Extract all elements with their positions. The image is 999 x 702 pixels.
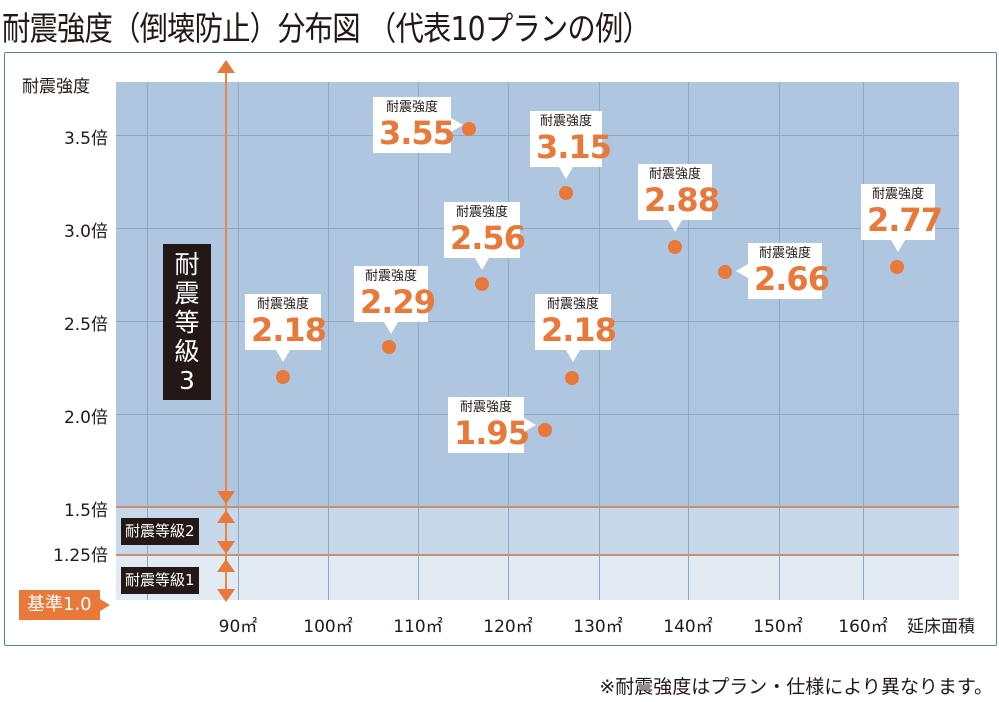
chart-title: 耐震強度（倒壊防止）分布図 （代表10プランの例）: [2, 9, 651, 48]
chart-frame: [4, 52, 997, 646]
x-tick-label: 160㎡: [838, 617, 888, 637]
grade-indicator-axis: [225, 70, 227, 600]
grade3-label: 耐 震 等 級 3: [163, 244, 211, 400]
grid-hline-3.0: [116, 228, 959, 229]
grid-vline: [863, 82, 864, 600]
callout-1.95: 耐震強度 1.95: [448, 397, 536, 453]
arrow-down-icon: [217, 589, 235, 602]
y-axis-title: 耐震強度: [22, 77, 90, 97]
arrow-down-icon: [217, 541, 235, 554]
arrow-up-icon: [217, 60, 235, 73]
callout-2.66: 耐震強度 2.66: [736, 243, 830, 299]
callout-3.15: 耐震強度 3.15: [530, 111, 612, 179]
data-point: [668, 240, 682, 254]
callout-2.18b: 耐震強度 2.18: [535, 294, 617, 362]
callout-2.18: 耐震強度 2.18: [245, 294, 327, 362]
callout-2.56: 耐震強度 2.56: [444, 202, 526, 270]
grid-vline: [147, 82, 148, 600]
grade-separator-1.25: [116, 554, 959, 556]
grade1-label: 耐震等級1: [121, 567, 199, 594]
data-point: [565, 371, 579, 385]
grid-vline: [328, 82, 329, 600]
callout-2.88: 耐震強度 2.88: [638, 164, 720, 232]
data-point: [538, 423, 552, 437]
grade-separator-1.5: [116, 506, 959, 508]
data-point: [475, 277, 489, 291]
x-tick-label: 110㎡: [393, 617, 443, 637]
footnote: ※耐震強度はプラン・仕様により異なります。: [599, 676, 993, 698]
data-point: [890, 260, 904, 274]
x-tick-label: 140㎡: [663, 617, 713, 637]
x-tick-label: 130㎡: [573, 617, 623, 637]
grade1-band: [116, 555, 959, 600]
grid-vline: [508, 82, 509, 600]
callout-2.77: 耐震強度 2.77: [861, 184, 943, 252]
data-point: [276, 370, 290, 384]
arrow-down-icon: [217, 491, 235, 504]
x-tick-label: 100㎡: [303, 617, 353, 637]
data-point: [718, 265, 732, 279]
x-tick-label: 120㎡: [483, 617, 533, 637]
grade2-band: [116, 507, 959, 555]
callout-3.55: 耐震強度 3.55: [373, 97, 463, 153]
data-point: [462, 122, 476, 136]
baseline-label: 基準1.0: [19, 590, 110, 620]
grid-vline: [418, 82, 419, 600]
callout-2.29: 耐震強度 2.29: [354, 266, 436, 334]
grade2-label: 耐震等級2: [121, 518, 199, 545]
data-point: [559, 186, 573, 200]
arrow-up-icon: [217, 559, 235, 572]
grid-vline: [688, 82, 689, 600]
data-point: [382, 340, 396, 354]
x-tick-label: 90㎡: [218, 617, 258, 637]
x-axis-title: 延床面積: [907, 617, 975, 637]
x-tick-label: 150㎡: [753, 617, 803, 637]
grid-hline-2.0: [116, 414, 959, 415]
grid-vline: [238, 82, 239, 600]
grid-vline: [779, 82, 780, 600]
arrow-up-icon: [217, 510, 235, 523]
